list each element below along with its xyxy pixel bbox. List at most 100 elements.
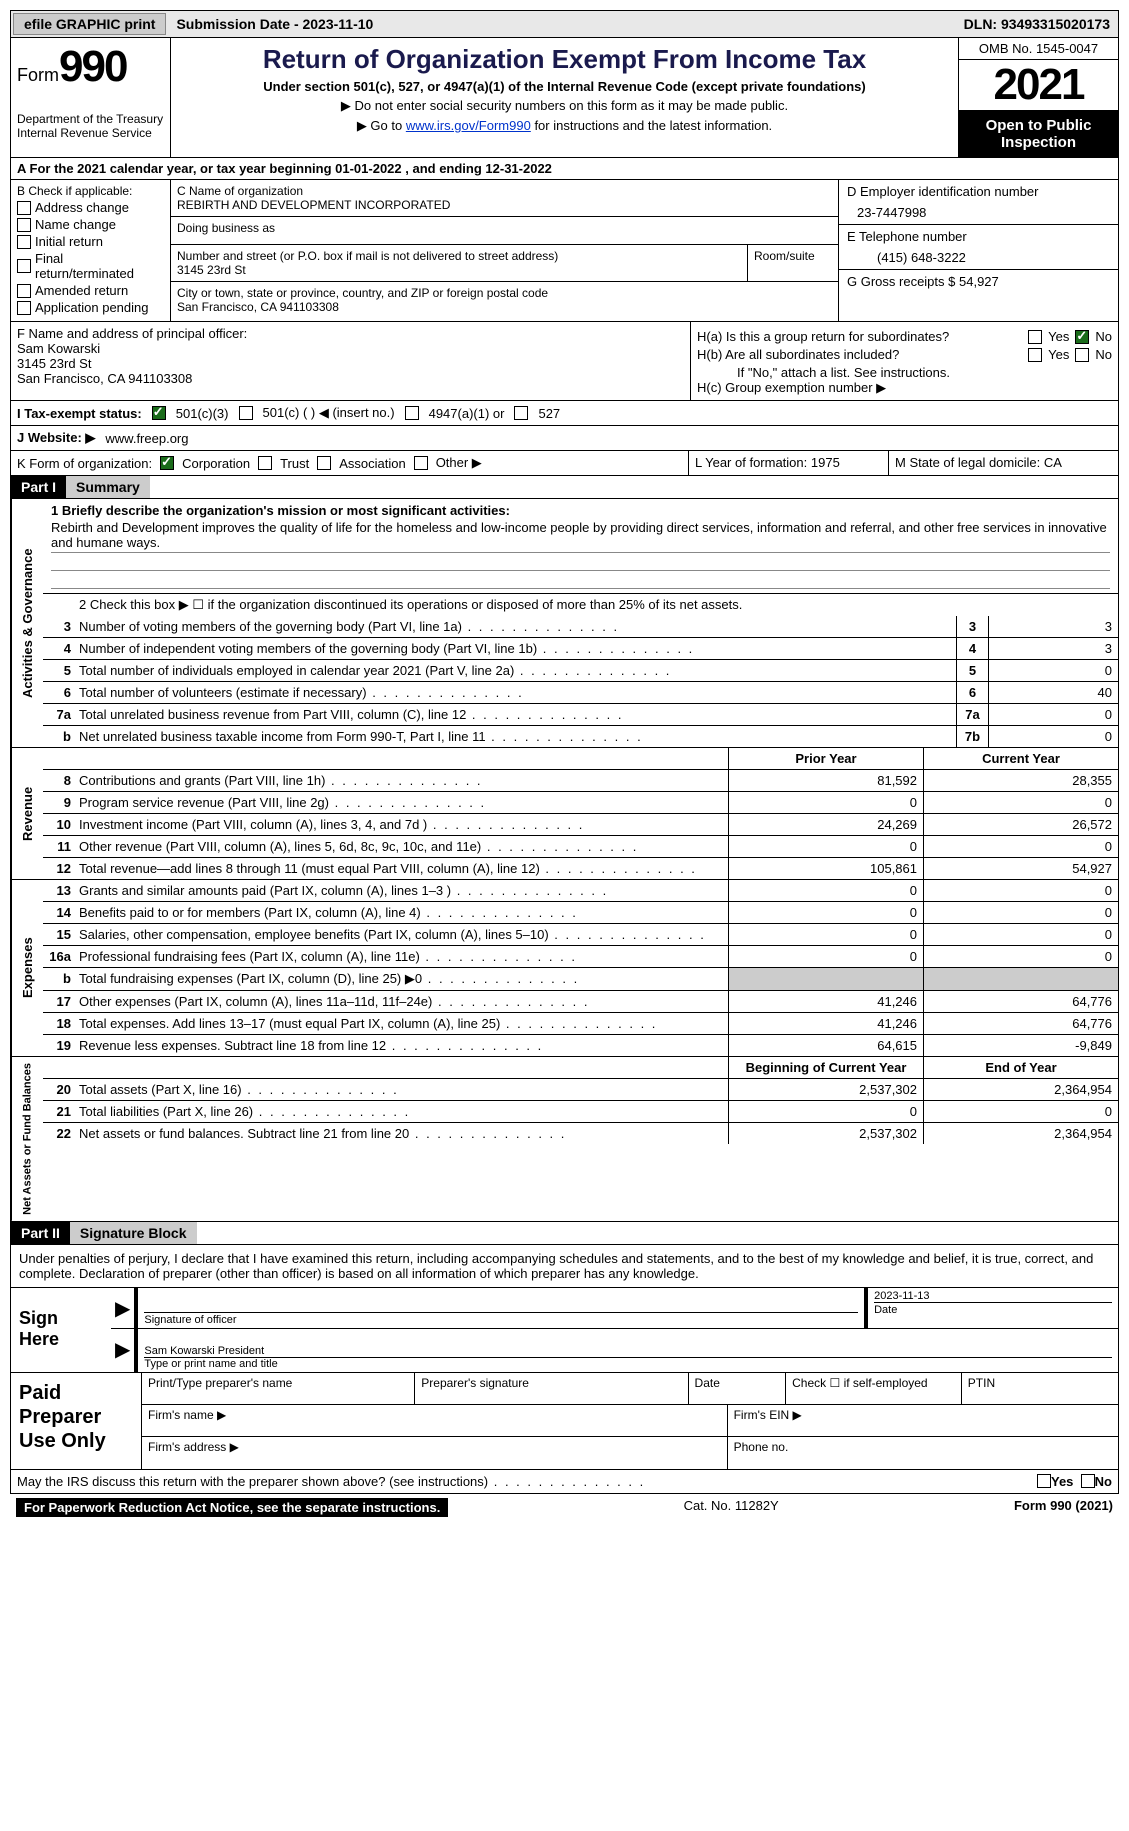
- officer-name: Sam Kowarski: [17, 341, 684, 356]
- firm-phone-label: Phone no.: [728, 1437, 1118, 1469]
- year-formation: 1975: [811, 455, 840, 470]
- checkbox-final[interactable]: [17, 259, 31, 273]
- col-h: H(a) Is this a group return for subordin…: [691, 322, 1118, 400]
- irs-link[interactable]: www.irs.gov/Form990: [406, 118, 531, 133]
- 501c3-checkbox[interactable]: [152, 406, 166, 420]
- return-title: Return of Organization Exempt From Incom…: [177, 44, 952, 75]
- firm-ein-label: Firm's EIN ▶: [728, 1405, 1118, 1436]
- addr-label: Number and street (or P.O. box if mail i…: [177, 249, 741, 263]
- dln: DLN: 93493315020173: [956, 16, 1118, 32]
- catalog-number: Cat. No. 11282Y: [448, 1498, 1014, 1517]
- firm-addr-label: Firm's address ▶: [142, 1437, 728, 1469]
- officer-addr2: San Francisco, CA 941103308: [17, 371, 684, 386]
- opt-501c: 501(c) ( ) ◀ (insert no.): [263, 405, 395, 421]
- discuss-yes: Yes: [1051, 1474, 1073, 1489]
- governance-section: Activities & Governance 1 Briefly descri…: [10, 499, 1119, 748]
- sign-date: 2023-11-13: [874, 1290, 1112, 1302]
- part1-title: Summary: [66, 476, 150, 498]
- website-label: J Website: ▶: [17, 430, 95, 446]
- opt-name: Name change: [35, 217, 116, 232]
- paid-preparer-label: Paid Preparer Use Only: [11, 1373, 141, 1469]
- opt-pending: Application pending: [35, 300, 148, 315]
- prior-year-header: Prior Year: [728, 748, 923, 769]
- line2-text: 2 Check this box ▶ ☐ if the organization…: [75, 594, 1118, 616]
- discuss-row: May the IRS discuss this return with the…: [10, 1470, 1119, 1494]
- ha-yes: Yes: [1048, 329, 1069, 344]
- opt-trust: Trust: [280, 456, 309, 471]
- governance-label: Activities & Governance: [11, 499, 43, 747]
- col-f: F Name and address of principal officer:…: [11, 322, 691, 400]
- discuss-no-checkbox[interactable]: [1081, 1474, 1095, 1488]
- city-label: City or town, state or province, country…: [177, 286, 832, 300]
- arrow-icon: ▶: [111, 1329, 134, 1372]
- 4947-checkbox[interactable]: [405, 406, 419, 420]
- declaration-text: Under penalties of perjury, I declare th…: [10, 1245, 1119, 1288]
- row-i: I Tax-exempt status: 501(c)(3) 501(c) ( …: [10, 401, 1119, 426]
- prep-date-header: Date: [689, 1373, 787, 1404]
- hb-no-checkbox[interactable]: [1075, 348, 1089, 362]
- city-state-zip: San Francisco, CA 941103308: [177, 300, 832, 314]
- top-bar: efile GRAPHIC print Submission Date - 20…: [10, 10, 1119, 38]
- checkbox-name-change[interactable]: [17, 218, 31, 232]
- begin-year-header: Beginning of Current Year: [728, 1057, 923, 1078]
- arrow-icon: ▶: [111, 1288, 134, 1328]
- current-year-header: Current Year: [923, 748, 1118, 769]
- ha-yes-checkbox[interactable]: [1028, 330, 1042, 344]
- opt-amended: Amended return: [35, 283, 128, 298]
- netassets-section: Net Assets or Fund Balances Beginning of…: [10, 1057, 1119, 1222]
- part1-header: Part ISummary: [10, 476, 1119, 499]
- hb-note: If "No," attach a list. See instructions…: [697, 365, 1112, 380]
- officer-printed-name: Sam Kowarski President: [144, 1331, 1112, 1358]
- officer-addr1: 3145 23rd St: [17, 356, 684, 371]
- phone-label: E Telephone number: [847, 229, 1110, 244]
- netassets-label: Net Assets or Fund Balances: [11, 1057, 43, 1221]
- part2-title: Signature Block: [70, 1222, 197, 1244]
- street-address: 3145 23rd St: [177, 263, 741, 277]
- tax-exempt-label: I Tax-exempt status:: [17, 406, 142, 421]
- paperwork-notice: For Paperwork Reduction Act Notice, see …: [16, 1498, 448, 1517]
- opt-other: Other ▶: [436, 455, 482, 471]
- firm-name-label: Firm's name ▶: [142, 1405, 728, 1436]
- hb-yes-checkbox[interactable]: [1028, 348, 1042, 362]
- sign-date-label: Date: [874, 1302, 1112, 1316]
- prep-ptin-header: PTIN: [962, 1373, 1118, 1404]
- col-b-label: B Check if applicable:: [17, 184, 164, 198]
- 527-checkbox[interactable]: [514, 406, 528, 420]
- form-number: 990: [59, 42, 126, 91]
- gross-receipts: 54,927: [959, 274, 999, 289]
- ha-no: No: [1095, 329, 1112, 344]
- ha-no-checkbox[interactable]: [1075, 330, 1089, 344]
- gross-label: G Gross receipts $: [847, 274, 955, 289]
- hb-no: No: [1095, 347, 1112, 362]
- assoc-checkbox[interactable]: [317, 456, 331, 470]
- other-checkbox[interactable]: [414, 456, 428, 470]
- sign-here-section: Sign Here ▶ Signature of officer 2023-11…: [10, 1288, 1119, 1373]
- return-subtitle: Under section 501(c), 527, or 4947(a)(1)…: [177, 79, 952, 94]
- revenue-label: Revenue: [11, 748, 43, 879]
- checkbox-address-change[interactable]: [17, 201, 31, 215]
- prep-sig-header: Preparer's signature: [415, 1373, 688, 1404]
- checkbox-initial[interactable]: [17, 235, 31, 249]
- section-bcd: B Check if applicable: Address change Na…: [10, 180, 1119, 322]
- website-url: www.freep.org: [105, 431, 188, 446]
- checkbox-amended[interactable]: [17, 284, 31, 298]
- org-name: REBIRTH AND DEVELOPMENT INCORPORATED: [177, 198, 832, 212]
- mission-text: Rebirth and Development improves the qua…: [51, 518, 1110, 553]
- tax-year: 2021: [959, 60, 1118, 111]
- efile-button[interactable]: efile GRAPHIC print: [13, 13, 166, 35]
- discuss-yes-checkbox[interactable]: [1037, 1474, 1051, 1488]
- 501c-checkbox[interactable]: [239, 406, 253, 420]
- expenses-label: Expenses: [11, 880, 43, 1056]
- domicile-label: M State of legal domicile:: [895, 455, 1040, 470]
- sig-officer-label: Signature of officer: [144, 1312, 858, 1326]
- footer: For Paperwork Reduction Act Notice, see …: [10, 1494, 1119, 1521]
- phone: (415) 648-3222: [847, 244, 1110, 265]
- checkbox-pending[interactable]: [17, 301, 31, 315]
- opt-assoc: Association: [339, 456, 405, 471]
- trust-checkbox[interactable]: [258, 456, 272, 470]
- corp-checkbox[interactable]: [160, 456, 174, 470]
- opt-final: Final return/terminated: [35, 251, 164, 281]
- end-year-header: End of Year: [923, 1057, 1118, 1078]
- officer-name-label: Type or print name and title: [144, 1358, 1112, 1370]
- room-suite: Room/suite: [748, 245, 838, 281]
